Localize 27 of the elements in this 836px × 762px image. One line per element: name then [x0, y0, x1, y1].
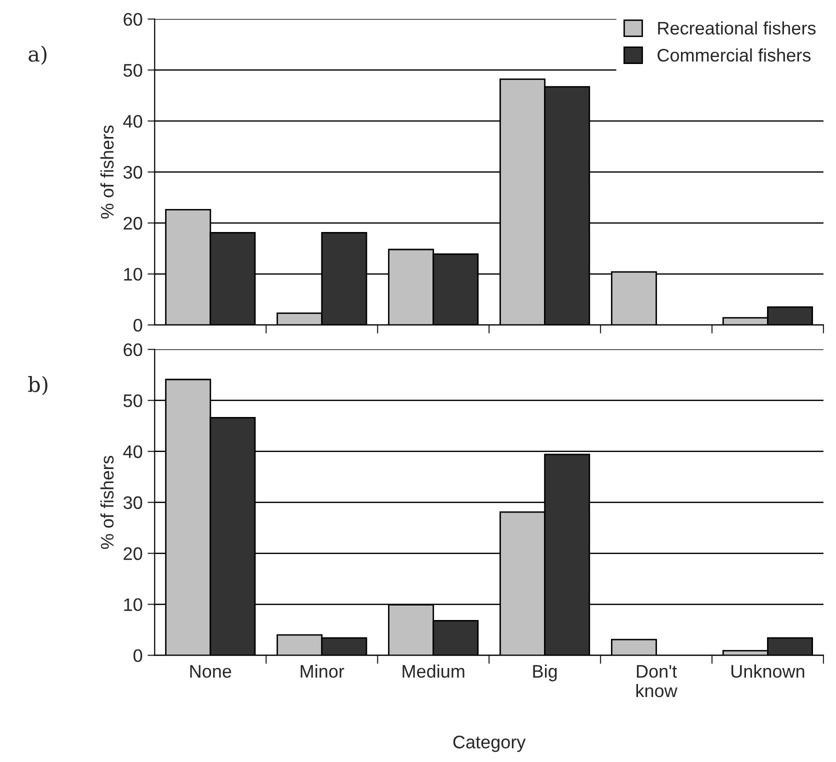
y-axis-title: % of fishers — [100, 125, 114, 219]
x-tick-label: Unknown — [731, 664, 804, 678]
x-tick-label: Don't know — [636, 665, 678, 698]
y-tick-label: 0 — [134, 318, 142, 332]
y-tick-label: 20 — [124, 547, 142, 560]
y-tick-label: 60 — [124, 12, 142, 26]
y-tick-label: 0 — [134, 649, 142, 662]
y-tick-label: 30 — [123, 166, 142, 179]
legend-label: Recreational fishers — [658, 21, 816, 35]
x-tick-label: Big — [533, 664, 557, 682]
y-tick-label: 40 — [123, 114, 142, 128]
x-axis-title: Category — [453, 736, 526, 752]
y-tick-label: 50 — [123, 394, 142, 408]
y-tick-label: 40 — [123, 445, 142, 458]
x-tick-label: Minor — [300, 664, 344, 678]
x-tick-label: Medium — [402, 664, 464, 678]
legend-label: Commercial fishers — [658, 48, 811, 62]
text: a) — [28, 46, 46, 65]
y-tick-label: 30 — [123, 496, 142, 510]
text: b) — [28, 376, 48, 396]
y-tick-label: 60 — [124, 343, 142, 356]
y-tick-label: 10 — [124, 268, 142, 281]
x-tick-label: None — [190, 665, 232, 678]
y-axis-title: % of fishers — [100, 456, 114, 549]
y-tick-label: 10 — [124, 598, 142, 612]
y-tick-label: 20 — [124, 216, 142, 230]
y-tick-label: 50 — [123, 64, 142, 77]
